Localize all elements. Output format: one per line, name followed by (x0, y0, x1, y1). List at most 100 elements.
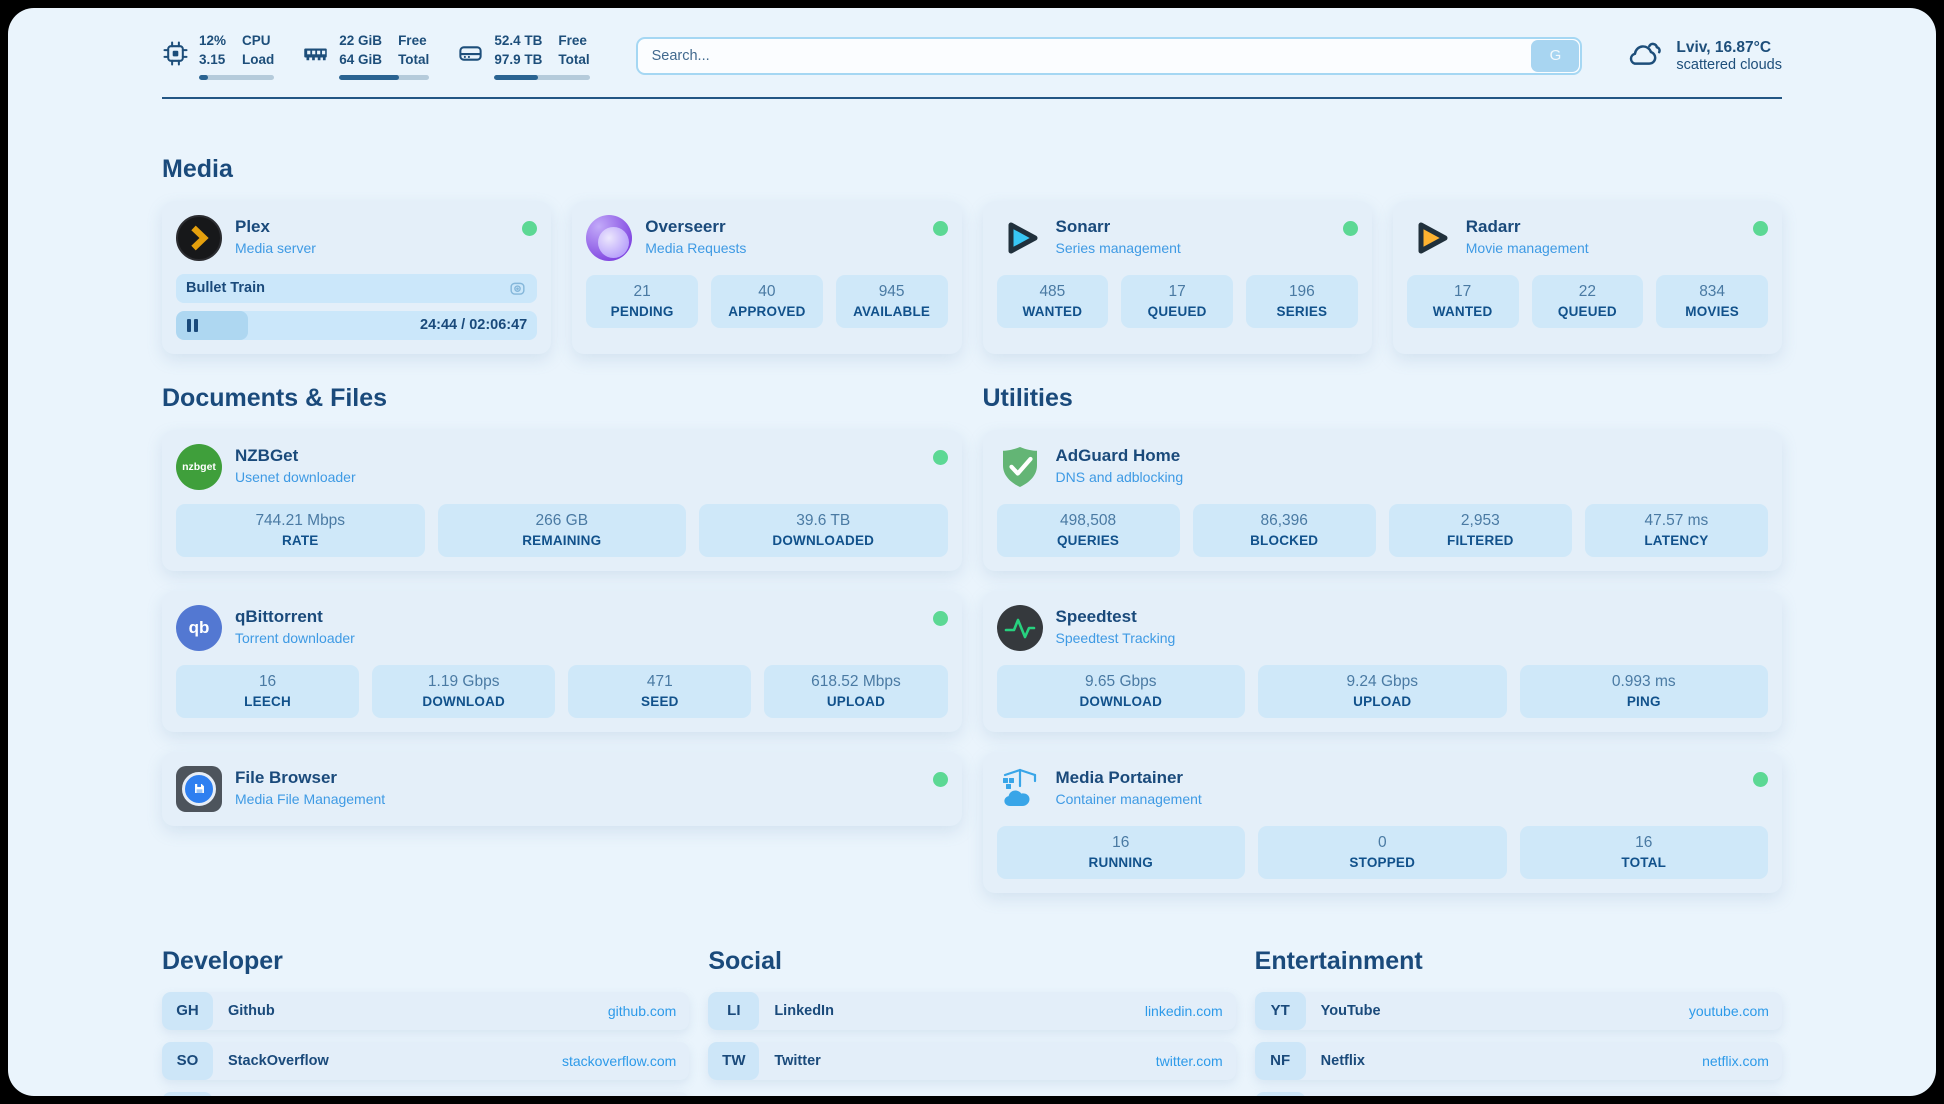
service-card-radarr[interactable]: Radarr Movie management 17 WANTED 22 QUE… (1392, 200, 1782, 354)
bookmark-netflix[interactable]: NF Netflix netflix.com (1254, 1041, 1782, 1080)
service-card-portainer[interactable]: Media Portainer Container management 16 … (982, 751, 1782, 893)
status-dot (1753, 771, 1768, 787)
stat-label: SERIES (1276, 303, 1328, 319)
stat-value: 0.993 ms (1611, 672, 1676, 690)
stat-tile: 485 WANTED (996, 274, 1109, 328)
stat-value: 471 (646, 672, 673, 690)
memory-labels: Free Total (398, 33, 430, 67)
stat-tile: 834 MOVIES (1656, 274, 1768, 328)
playback-time: 24:44 / 02:06:47 (420, 317, 528, 334)
stat-tile: 22 QUEUED (1531, 274, 1644, 328)
stat-value: 618.52 Mbps (811, 672, 901, 690)
section-title-utilities: Utilities (982, 383, 1073, 412)
stat-value: 266 GB (535, 511, 589, 529)
stat-label: AVAILABLE (853, 303, 931, 319)
stat-tile: 17 QUEUED (1121, 274, 1233, 328)
bookmark-stackoverflow[interactable]: SO StackOverflow stackoverflow.com (162, 1041, 690, 1080)
stat-value: 16 (258, 672, 277, 690)
app-name: Radarr (1465, 216, 1521, 236)
stat-label: UPLOAD (1353, 693, 1412, 709)
pause-icon (187, 318, 198, 332)
nzbget-icon: nzbget (176, 443, 222, 490)
playback-progress-bar: 24:44 / 02:06:47 (176, 310, 538, 340)
app-name: File Browser (235, 767, 338, 787)
stat-label: DOWNLOAD (1079, 693, 1163, 709)
stat-value: 22 (1578, 282, 1596, 300)
app-subtitle: Media server (235, 239, 316, 256)
top-bar: 12% 3.15 CPU Load (162, 32, 1782, 80)
storage-labels: Free Total (558, 33, 590, 67)
bookmark-twitter[interactable]: TW Twitter twitter.com (708, 1041, 1236, 1080)
stat-value: 16 (1112, 833, 1130, 851)
service-card-nzbget[interactable]: nzbget NZBGet Usenet downloader 744.21 M… (162, 429, 962, 571)
camera-icon[interactable] (508, 279, 527, 298)
bookmark-url: twitter.com (1155, 1052, 1223, 1069)
overseerr-icon (586, 214, 633, 261)
stat-value: 9.24 Gbps (1346, 672, 1419, 690)
cpu-progress-bar (199, 74, 275, 80)
app-subtitle: Media File Management (235, 790, 386, 807)
stat-label: RATE (281, 532, 319, 548)
stat-label: DOWNLOAD (422, 693, 505, 709)
bookmark-github[interactable]: GH Github github.com (162, 991, 690, 1030)
stat-label: QUEUED (1557, 303, 1617, 319)
app-name: qBittorrent (235, 606, 323, 626)
bookmark-dev[interactable]: DT DEV dev.to (162, 1091, 690, 1096)
service-card-adguard[interactable]: AdGuard Home DNS and adblocking 498,508 … (982, 429, 1782, 571)
section-title-social: Social (708, 946, 782, 975)
bookmark-abbr: TW (708, 1041, 760, 1080)
service-card-overseerr[interactable]: Overseerr Media Requests 21 PENDING 40 A… (572, 200, 962, 354)
stat-tile: 17 WANTED (1406, 274, 1519, 328)
bookmark-reddit[interactable]: RE Reddit reddit.com (1254, 1091, 1782, 1096)
app-name: NZBGet (235, 445, 299, 465)
system-stats: 12% 3.15 CPU Load (162, 32, 590, 80)
stat-label: REMAINING (522, 532, 602, 548)
bookmark-abbr: GH (162, 991, 213, 1030)
app-subtitle: Media Requests (645, 239, 747, 256)
app-subtitle: Movie management (1465, 239, 1589, 256)
stat-value: 39.6 TB (796, 511, 851, 529)
stat-value: 16 (1635, 833, 1653, 851)
cpu-labels: CPU Load (242, 33, 275, 67)
stat-value: 21 (633, 282, 651, 300)
service-card-speedtest[interactable]: Speedtest Speedtest Tracking 9.65 Gbps D… (982, 590, 1782, 732)
stat-label: APPROVED (728, 303, 806, 319)
stat-value: 498,508 (1060, 511, 1117, 529)
stat-label: PENDING (610, 303, 674, 319)
stat-label: RUNNING (1088, 854, 1153, 870)
stat-label: STOPPED (1349, 854, 1416, 870)
service-card-filebrowser[interactable]: File Browser Media File Management (162, 751, 962, 826)
cloud-icon (1624, 37, 1664, 74)
section-title-media: Media (162, 154, 233, 183)
app-name: Speedtest (1055, 606, 1137, 626)
status-dot (932, 771, 948, 787)
storage-progress-bar (494, 74, 590, 80)
bookmark-linkedin[interactable]: LI LinkedIn linkedin.com (708, 991, 1236, 1030)
stat-tile: 1.19 Gbps DOWNLOAD (372, 664, 556, 718)
search-bar: G (635, 36, 1583, 75)
service-card-sonarr[interactable]: Sonarr Series management 485 WANTED 17 Q… (982, 200, 1372, 354)
section-title-developer: Developer (162, 946, 283, 975)
storage-stat: 52.4 TB 97.9 TB Free Total (457, 32, 590, 80)
stat-tile: 498,508 QUERIES (996, 503, 1180, 557)
search-input[interactable] (635, 36, 1583, 75)
service-card-qbittorrent[interactable]: qb qBittorrent Torrent downloader 16 (162, 590, 962, 732)
stat-tile: 266 GB REMAINING (437, 503, 686, 557)
now-playing-row: Bullet Train (176, 273, 538, 303)
stat-tile: 471 SEED (568, 664, 752, 718)
bookmark-youtube[interactable]: YT YouTube youtube.com (1254, 991, 1782, 1030)
radarr-icon (1407, 215, 1453, 261)
app-subtitle: Torrent downloader (235, 629, 355, 646)
service-card-plex[interactable]: Plex Media server Bullet Train (162, 200, 552, 354)
stat-label: QUEUED (1147, 303, 1207, 319)
status-dot (932, 610, 948, 626)
weather-widget: Lviv, 16.87°C scattered clouds (1624, 37, 1782, 74)
stat-label: LEECH (244, 693, 291, 709)
bookmark-abbr: NF (1254, 1041, 1306, 1080)
app-subtitle: Series management (1055, 239, 1181, 256)
app-name: Plex (235, 216, 270, 236)
stat-value: 834 (1699, 282, 1726, 300)
search-engine-button[interactable]: G (1531, 39, 1580, 72)
app-subtitle: Container management (1055, 790, 1202, 807)
app-subtitle: DNS and adblocking (1055, 468, 1184, 485)
